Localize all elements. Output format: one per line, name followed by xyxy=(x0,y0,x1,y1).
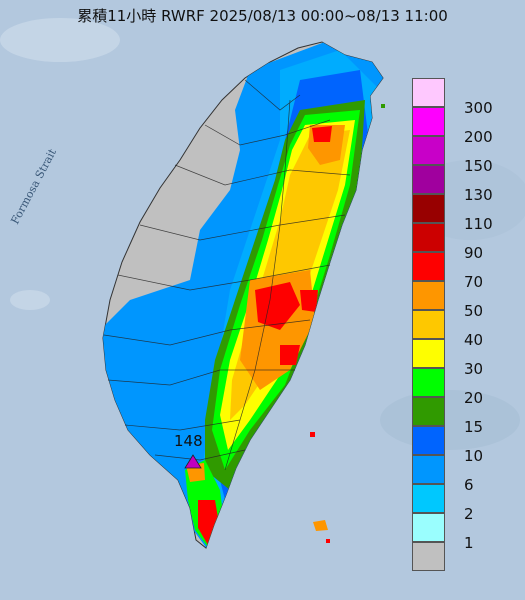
legend-row: 1 xyxy=(412,513,512,552)
max-rain-triangle-icon xyxy=(184,454,202,469)
legend-swatch xyxy=(412,397,445,426)
small-islet xyxy=(326,539,330,543)
legend-row: 110 xyxy=(412,194,512,233)
rainfall-legend: 300 200 150 130 110 90 70 50 40 30 20 15 10 6 2 1 xyxy=(412,78,512,572)
legend-swatch xyxy=(412,107,445,136)
legend-row: 10 xyxy=(412,426,512,465)
legend-swatch xyxy=(412,368,445,397)
legend-label: 90 xyxy=(464,244,484,262)
legend-label: 1 xyxy=(464,534,474,552)
legend-swatch xyxy=(412,78,445,107)
legend-label: 50 xyxy=(464,302,484,320)
legend-row: 30 xyxy=(412,339,512,378)
legend-row: 15 xyxy=(412,397,512,436)
map-title: 累積11小時 RWRF 2025/08/13 00:00~08/13 11:00 xyxy=(77,7,448,25)
legend-row: 20 xyxy=(412,368,512,407)
legend-label: 15 xyxy=(464,418,484,436)
legend-swatch xyxy=(412,484,445,513)
legend-row: 90 xyxy=(412,223,512,262)
legend-swatch xyxy=(412,165,445,194)
green-island xyxy=(310,432,315,437)
legend-swatch xyxy=(412,339,445,368)
legend-row xyxy=(412,542,512,571)
legend-label: 2 xyxy=(464,505,474,523)
legend-label: 10 xyxy=(464,447,484,465)
legend-label: 40 xyxy=(464,331,484,349)
legend-label: 20 xyxy=(464,389,484,407)
turtle-island xyxy=(381,104,385,108)
legend-label: 30 xyxy=(464,360,484,378)
legend-row: 200 xyxy=(412,107,512,146)
legend-row: 150 xyxy=(412,136,512,175)
orchid-island xyxy=(313,520,328,531)
legend-label: 130 xyxy=(464,186,493,204)
county-boundaries xyxy=(103,79,351,471)
legend-swatch xyxy=(412,194,445,223)
legend-swatch xyxy=(412,455,445,484)
legend-label: 6 xyxy=(464,476,474,494)
legend-row: 130 xyxy=(412,165,512,204)
legend-row: 40 xyxy=(412,310,512,349)
legend-label: 300 xyxy=(464,99,493,117)
legend-swatch xyxy=(412,136,445,165)
legend-row: 70 xyxy=(412,252,512,291)
legend-swatch xyxy=(412,426,445,455)
legend-label: 150 xyxy=(464,157,493,175)
legend-swatch xyxy=(412,281,445,310)
legend-swatch xyxy=(412,252,445,281)
max-rain-value: 148 xyxy=(174,432,203,450)
legend-row: 6 xyxy=(412,455,512,494)
legend-row: 50 xyxy=(412,281,512,320)
legend-label: 70 xyxy=(464,273,484,291)
legend-row: 2 xyxy=(412,484,512,523)
legend-label: 200 xyxy=(464,128,493,146)
legend-swatch xyxy=(412,513,445,542)
legend-swatch xyxy=(412,542,445,571)
legend-label: 110 xyxy=(464,215,493,233)
legend-swatch xyxy=(412,223,445,252)
legend-row: 300 xyxy=(412,78,512,117)
legend-swatch xyxy=(412,310,445,339)
